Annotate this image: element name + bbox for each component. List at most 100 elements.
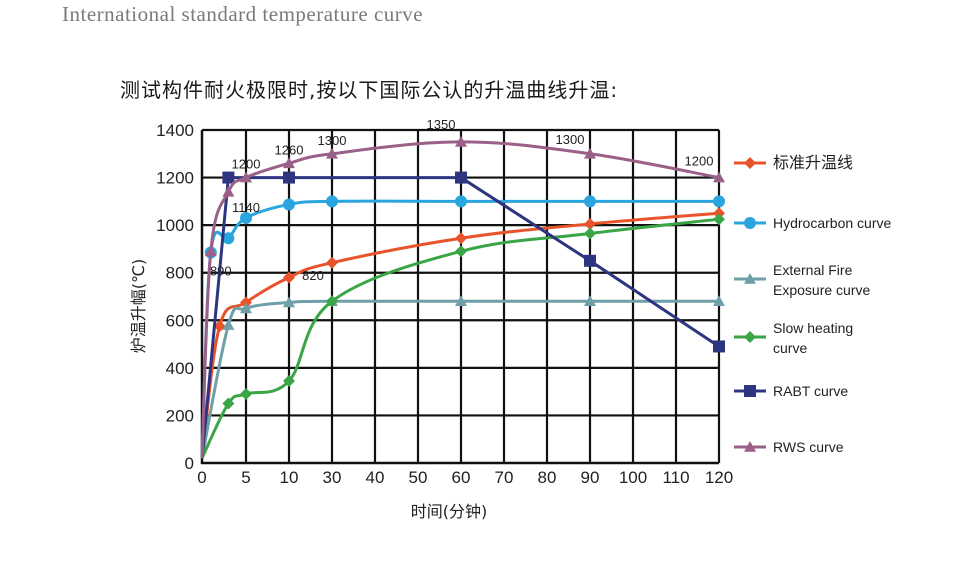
data-point (240, 388, 252, 401)
legend-label: Slow heating curve (773, 320, 853, 356)
data-point (584, 147, 596, 159)
data-point (240, 171, 252, 183)
legend-item-1: Hydrocarbon curve (734, 215, 891, 231)
data-point (713, 295, 725, 307)
data-point (222, 185, 235, 197)
legend-marker (744, 385, 756, 397)
data-point (326, 256, 338, 269)
annotation-label: 1350 (427, 117, 456, 132)
x-tick-label: 40 (366, 468, 385, 487)
y-axis-label: 炉温升幅(℃) (129, 259, 148, 353)
data-point (455, 135, 467, 147)
legend-item-3: Slow heating curve (734, 320, 853, 356)
legend-item-2: External Fire Exposure curve (734, 262, 870, 298)
data-point (222, 232, 235, 245)
y-tick-label: 0 (185, 454, 194, 473)
data-point (455, 171, 467, 184)
series-0 (200, 207, 725, 459)
legend-label: 标准升温线 (773, 153, 853, 172)
data-point (204, 245, 217, 257)
annotation-label: 1300 (556, 132, 585, 147)
y-tick-label: 1000 (156, 216, 194, 235)
data-point (326, 195, 338, 208)
data-point (222, 397, 235, 410)
x-tick-label: 5 (241, 468, 250, 487)
data-point (240, 212, 252, 225)
legend-marker (744, 441, 756, 452)
legend-label: External Fire Exposure curve (773, 262, 870, 298)
legend-label: Hydrocarbon curve (773, 215, 891, 231)
y-tick-label: 200 (166, 406, 194, 425)
series-3 (200, 213, 725, 459)
x-tick-label: 90 (581, 468, 600, 487)
data-point (584, 217, 596, 230)
data-point (240, 302, 252, 314)
legend-marker (744, 331, 756, 343)
legend-label: RWS curve (773, 439, 844, 455)
data-point (222, 319, 235, 330)
x-tick-label: 50 (409, 468, 428, 487)
chart-title: 测试构件耐火极限时,按以下国际公认的升温曲线升温: (120, 78, 619, 102)
annotation-label: 890 (210, 263, 232, 278)
x-axis-label: 时间(分钟) (411, 502, 488, 521)
data-point (584, 195, 596, 208)
x-tick-label: 70 (495, 468, 514, 487)
annotation-label: 1260 (275, 142, 304, 157)
x-tick-label: 30 (323, 468, 342, 487)
legend-item-0: 标准升温线 (734, 153, 853, 172)
legend-label: RABT curve (773, 383, 848, 399)
data-point (713, 340, 725, 353)
data-point (455, 295, 467, 307)
legend: 标准升温线 Hydrocarbon curve External Fire Expos… (734, 153, 891, 455)
data-point (584, 295, 596, 307)
legend-item-4: RABT curve (734, 383, 848, 399)
data-point (222, 171, 235, 184)
annotation-label: 1140 (232, 200, 260, 215)
data-point (455, 245, 467, 258)
series-5 (200, 135, 725, 459)
x-tick-label: 120 (705, 468, 733, 487)
x-tick-label: 110 (662, 468, 689, 487)
data-point (455, 195, 467, 208)
series-4 (200, 171, 725, 459)
data-point (283, 271, 295, 284)
annotations: 1200 1260 1300 1350 1300 1200 1140 890 820 (210, 117, 714, 283)
series-line (200, 176, 720, 459)
data-point (283, 157, 295, 169)
data-point (584, 254, 596, 267)
x-tick-label: 100 (619, 468, 647, 487)
axes: 0 200 400 600 800 1000 1200 1400 0 5 10 30 40 50 60 70 8… (156, 121, 733, 487)
x-tick-label: 80 (538, 468, 557, 487)
annotation-label: 1300 (318, 133, 347, 148)
annotation-label: 820 (302, 268, 324, 283)
data-point (283, 171, 295, 184)
data-point (584, 227, 596, 240)
legend-marker (744, 157, 756, 169)
annotation-label: 1200 (685, 154, 714, 169)
data-point (713, 171, 725, 183)
data-point (283, 374, 295, 387)
annotation-label: 1200 (232, 157, 261, 172)
data-point (283, 296, 295, 308)
x-tick-label: 10 (280, 468, 299, 487)
data-point (455, 232, 467, 245)
data-point (326, 147, 338, 159)
data-point (213, 320, 226, 333)
y-tick-label: 400 (166, 359, 194, 378)
data-point (713, 195, 725, 208)
legend-marker (744, 273, 756, 284)
data-point (713, 213, 725, 226)
y-tick-label: 1200 (156, 169, 194, 188)
x-tick-label: 60 (452, 468, 471, 487)
page-title: International standard temperature curve (62, 2, 424, 26)
x-tick-label: 0 (197, 468, 206, 487)
y-tick-label: 1400 (156, 121, 194, 140)
data-point (283, 198, 295, 211)
y-tick-label: 600 (166, 311, 194, 330)
data-point (326, 295, 338, 308)
legend-marker (744, 217, 756, 229)
series-group (200, 135, 725, 459)
y-tick-label: 800 (166, 264, 194, 283)
legend-item-5: RWS curve (734, 439, 844, 455)
